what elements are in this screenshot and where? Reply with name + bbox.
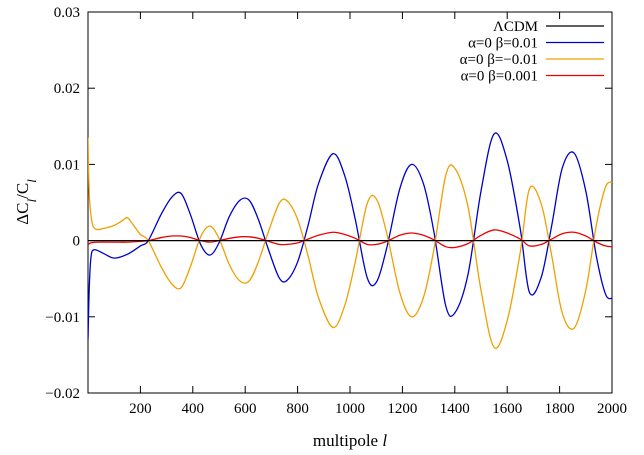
legend-label: α=0 β=0.01 <box>468 36 538 52</box>
x-tick-label: 2000 <box>597 401 627 417</box>
series-line-2 <box>88 137 612 349</box>
legend-label: α=0 β=0.001 <box>461 69 538 85</box>
legend-label: ΛCDM <box>493 19 538 35</box>
legend-label: α=0 β=−0.01 <box>460 52 538 68</box>
y-tick-label: −0.02 <box>45 386 80 402</box>
x-tick-label: 1200 <box>387 401 417 417</box>
x-tick-label: 200 <box>129 401 152 417</box>
x-tick-label: 1400 <box>440 401 470 417</box>
y-tick-label: 0.03 <box>54 5 80 21</box>
axis-ticks: 200 400 600 800 1000 1200 1400 1600 1800 2000 −0.0… <box>45 5 627 417</box>
x-tick-label: 600 <box>234 401 257 417</box>
y-tick-label: 0.01 <box>54 157 80 173</box>
x-tick-label: 1600 <box>492 401 522 417</box>
y-axis-title: ΔCl/Cl <box>13 179 39 225</box>
series-layer <box>88 132 612 349</box>
y-tick-label: 0.02 <box>54 81 80 97</box>
series-line-3 <box>88 229 612 249</box>
series-line-1 <box>88 132 612 340</box>
y-tick-label: −0.01 <box>45 310 80 326</box>
y-tick-label: 0 <box>73 234 81 250</box>
x-tick-label: 1000 <box>335 401 365 417</box>
x-axis-title: multipole l <box>313 431 387 450</box>
x-tick-label: 1800 <box>545 401 575 417</box>
x-tick-label: 800 <box>286 401 309 417</box>
x-tick-label: 400 <box>182 401 205 417</box>
